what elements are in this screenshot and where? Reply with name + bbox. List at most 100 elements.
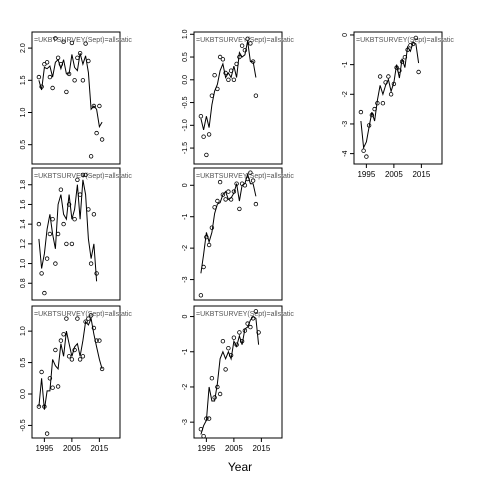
y-tick-label: 1.0 [20, 326, 27, 336]
y-tick-label: 0 [342, 33, 349, 37]
data-point [66, 202, 72, 207]
y-tick-label: 1.0 [20, 108, 27, 118]
panel-frame [31, 31, 121, 165]
y-tick-label: -2 [342, 91, 349, 97]
data-point [220, 339, 226, 344]
data-point [198, 113, 204, 119]
data-point [88, 261, 94, 266]
data-point [250, 316, 256, 321]
data-point [217, 179, 223, 185]
data-point [58, 187, 64, 192]
data-point [58, 338, 64, 343]
data-point [253, 309, 259, 314]
data-point [97, 103, 102, 109]
data-point [215, 86, 220, 92]
data-point [220, 57, 226, 62]
x-tick-label: 2005 [63, 444, 81, 453]
y-tick-label: 2.0 [20, 43, 27, 53]
y-tick-label: 1.8 [20, 180, 27, 190]
data-point [53, 261, 58, 266]
data-point [391, 81, 397, 87]
data-point [228, 68, 234, 73]
x-tick-label: 2015 [252, 444, 270, 453]
data-point [375, 100, 380, 106]
data-point [204, 416, 209, 421]
data-point [231, 189, 237, 194]
data-point [413, 35, 419, 41]
data-point [212, 205, 217, 210]
data-point [369, 112, 375, 118]
y-tick-label: -0.5 [182, 96, 189, 108]
y-tick-label: -3 [342, 121, 349, 127]
panel-2: =UKBTSURVEY(Sept)=allstatic -1.5 -1.0 -0.5 0… [182, 29, 294, 165]
data-point [405, 47, 410, 52]
y-tick-label: -1.5 [182, 142, 189, 154]
panel-frame [31, 305, 121, 439]
panel-title: =UKBTSURVEY(Sept)=allstatic [356, 37, 454, 44]
data-point [69, 357, 75, 362]
data-point [86, 58, 91, 64]
data-point [69, 40, 75, 46]
data-point [75, 177, 80, 182]
fit-line [38, 179, 98, 282]
data-point [86, 207, 91, 212]
data-point [39, 271, 44, 276]
data-point [80, 172, 86, 178]
data-point [206, 132, 212, 137]
data-point [256, 330, 261, 335]
y-tick-label: -3 [182, 419, 189, 425]
y-tick-label: 0.5 [182, 52, 189, 62]
data-point [61, 39, 66, 44]
data-point [58, 61, 64, 67]
data-point [245, 36, 250, 41]
y-tick-label: 0.0 [20, 389, 27, 399]
y-tick-label: 0.8 [20, 278, 27, 288]
data-point [239, 43, 245, 48]
data-point [209, 376, 215, 381]
y-tick-label: -0.5 [20, 419, 27, 431]
data-point [217, 54, 223, 60]
data-point [416, 69, 421, 75]
data-point [402, 55, 408, 60]
data-point [77, 51, 83, 56]
panel-frame [31, 167, 121, 301]
data-point [53, 36, 58, 41]
data-point [69, 241, 75, 247]
y-tick-label: 0.5 [20, 358, 27, 368]
y-tick-label: -1 [182, 349, 189, 355]
data-point [97, 338, 102, 343]
data-point [55, 231, 61, 237]
data-point [242, 48, 248, 53]
data-point [36, 221, 42, 227]
data-point [223, 367, 228, 372]
data-point [66, 354, 72, 359]
data-point [245, 321, 250, 326]
data-point [226, 346, 231, 351]
data-point [99, 366, 105, 372]
data-point [237, 330, 242, 335]
data-point [99, 137, 105, 142]
data-point [358, 109, 364, 115]
data-point [201, 434, 206, 439]
data-point [220, 192, 226, 197]
data-point [39, 84, 44, 89]
panel-3: =UKBTSURVEY(Sept)=allstatic -4 -3 -2 -1 0 1995… [342, 31, 454, 179]
data-point [77, 192, 83, 197]
data-point [44, 60, 50, 65]
data-point [53, 347, 58, 353]
data-point [77, 357, 83, 362]
panel-5: =UKBTSURVEY(Sept)=allstatic -3 -2 -1 0 [182, 167, 294, 301]
panel-frame [193, 167, 283, 301]
data-point [55, 55, 61, 60]
data-point [86, 316, 91, 321]
data-point [223, 197, 228, 202]
data-point [399, 59, 405, 64]
y-tick-label: 0.0 [182, 75, 189, 85]
data-point [386, 74, 391, 79]
x-tick-label: 1995 [357, 170, 375, 179]
data-point [36, 404, 42, 409]
data-point [61, 332, 66, 337]
data-point [248, 324, 253, 330]
data-point [36, 74, 42, 80]
